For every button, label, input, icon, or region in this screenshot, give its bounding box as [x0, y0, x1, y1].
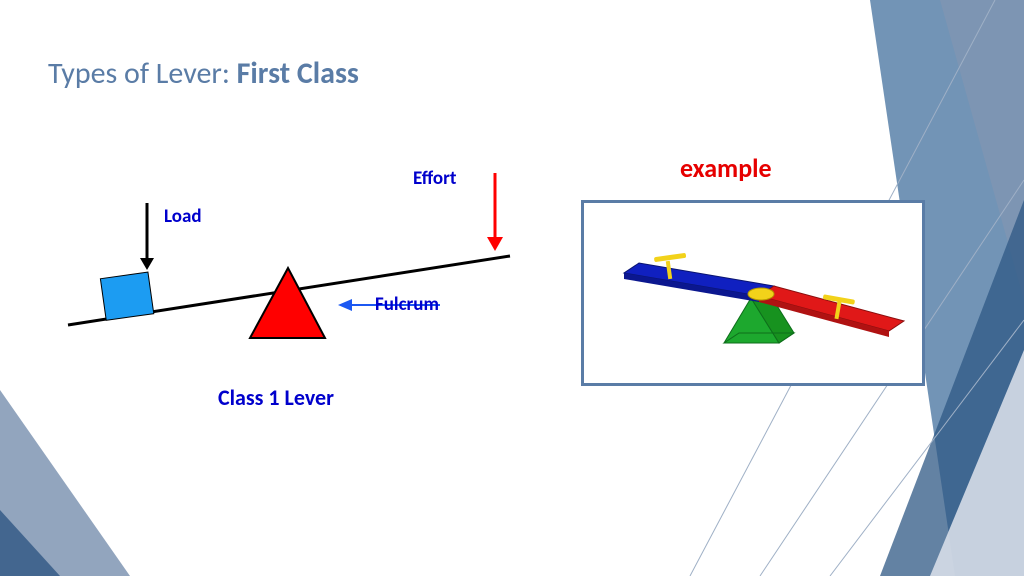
load-label: Load	[164, 205, 202, 228]
title-prefix: Types of Lever:	[48, 55, 237, 92]
example-label: example	[680, 152, 772, 184]
example-box	[581, 200, 925, 386]
diagram-caption: Class 1 Lever	[218, 384, 334, 411]
slide: { "title": { "prefix": "Types of Lever: …	[0, 0, 1024, 576]
slide-title: Types of Lever: First Class	[48, 55, 359, 92]
fulcrum-label: Fulcrum	[375, 293, 439, 316]
effort-label: Effort	[413, 167, 456, 190]
title-bold: First Class	[237, 55, 359, 92]
seesaw-illustration	[584, 203, 922, 383]
